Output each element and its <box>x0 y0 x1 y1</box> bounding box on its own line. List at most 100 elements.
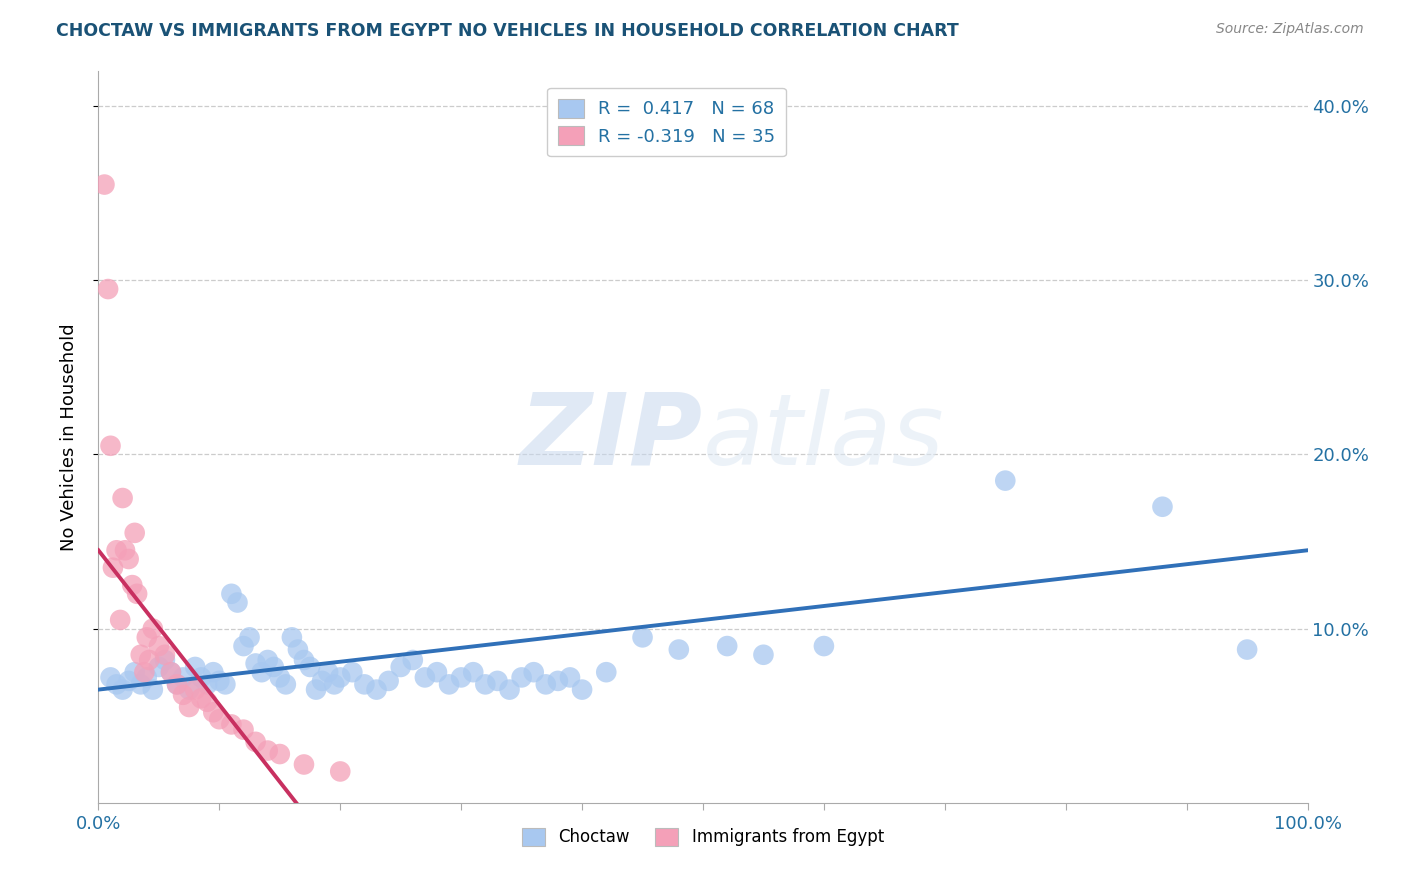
Point <box>752 648 775 662</box>
Point <box>195 695 218 709</box>
Point <box>134 665 156 680</box>
Text: CHOCTAW VS IMMIGRANTS FROM EGYPT NO VEHICLES IN HOUSEHOLD CORRELATION CHART: CHOCTAW VS IMMIGRANTS FROM EGYPT NO VEHI… <box>56 22 959 40</box>
Point <box>118 673 141 688</box>
Point <box>342 665 364 680</box>
Point <box>389 660 412 674</box>
Point <box>311 673 333 688</box>
Point <box>166 677 188 691</box>
Point <box>534 677 557 691</box>
Point <box>274 677 297 691</box>
Point <box>138 653 160 667</box>
Point <box>571 682 593 697</box>
Point <box>547 673 569 688</box>
Point <box>323 677 346 691</box>
Point <box>129 648 152 662</box>
Point <box>97 282 120 296</box>
Point <box>353 677 375 691</box>
Point <box>108 613 131 627</box>
Y-axis label: No Vehicles in Household: No Vehicles in Household <box>59 323 77 551</box>
Point <box>121 578 143 592</box>
Point <box>523 665 546 680</box>
Point <box>124 665 146 680</box>
Point <box>184 660 207 674</box>
Point <box>668 642 690 657</box>
Point <box>111 491 134 505</box>
Point <box>269 670 291 684</box>
Point <box>190 670 212 684</box>
Point <box>214 677 236 691</box>
Point <box>142 622 165 636</box>
Point <box>486 673 509 688</box>
Point <box>135 670 157 684</box>
Point <box>124 525 146 540</box>
Point <box>426 665 449 680</box>
Point <box>166 677 188 691</box>
Point <box>232 723 254 737</box>
Point <box>190 691 212 706</box>
Point <box>202 665 225 680</box>
Point <box>179 682 201 697</box>
Point <box>118 552 141 566</box>
Point <box>153 653 176 667</box>
Point <box>329 670 352 684</box>
Point <box>292 653 315 667</box>
Point <box>281 631 304 645</box>
Point <box>208 673 231 688</box>
Point <box>172 688 194 702</box>
Point <box>437 677 460 691</box>
Point <box>184 682 207 697</box>
Point <box>558 670 581 684</box>
Point <box>148 660 170 674</box>
Point <box>450 670 472 684</box>
Point <box>510 670 533 684</box>
Point <box>245 657 267 671</box>
Point <box>595 665 617 680</box>
Point <box>148 639 170 653</box>
Point <box>994 474 1017 488</box>
Point <box>100 439 122 453</box>
Point <box>329 764 352 779</box>
Point <box>1236 642 1258 657</box>
Text: atlas: atlas <box>703 389 945 485</box>
Text: Source: ZipAtlas.com: Source: ZipAtlas.com <box>1216 22 1364 37</box>
Point <box>256 743 278 757</box>
Point <box>299 660 322 674</box>
Point <box>292 757 315 772</box>
Point <box>101 560 124 574</box>
Point <box>631 631 654 645</box>
Point <box>1152 500 1174 514</box>
Point <box>245 735 267 749</box>
Point <box>105 543 128 558</box>
Point <box>93 178 115 192</box>
Point <box>135 631 157 645</box>
Point <box>153 648 176 662</box>
Point <box>413 670 436 684</box>
Point <box>256 653 278 667</box>
Text: ZIP: ZIP <box>520 389 703 485</box>
Point <box>263 660 285 674</box>
Point <box>160 665 183 680</box>
Point <box>172 670 194 684</box>
Point <box>129 677 152 691</box>
Point <box>127 587 149 601</box>
Point <box>195 677 218 691</box>
Point <box>239 631 262 645</box>
Point <box>366 682 388 697</box>
Point <box>474 677 496 691</box>
Point <box>221 587 243 601</box>
Point <box>269 747 291 761</box>
Point <box>232 639 254 653</box>
Point <box>100 670 122 684</box>
Point <box>208 712 231 726</box>
Point <box>402 653 425 667</box>
Point <box>226 595 249 609</box>
Point <box>160 665 183 680</box>
Point <box>316 665 339 680</box>
Legend: Choctaw, Immigrants from Egypt: Choctaw, Immigrants from Egypt <box>515 821 891 853</box>
Point <box>221 717 243 731</box>
Point <box>287 642 309 657</box>
Point <box>111 682 134 697</box>
Point <box>250 665 273 680</box>
Point <box>142 682 165 697</box>
Point <box>377 673 399 688</box>
